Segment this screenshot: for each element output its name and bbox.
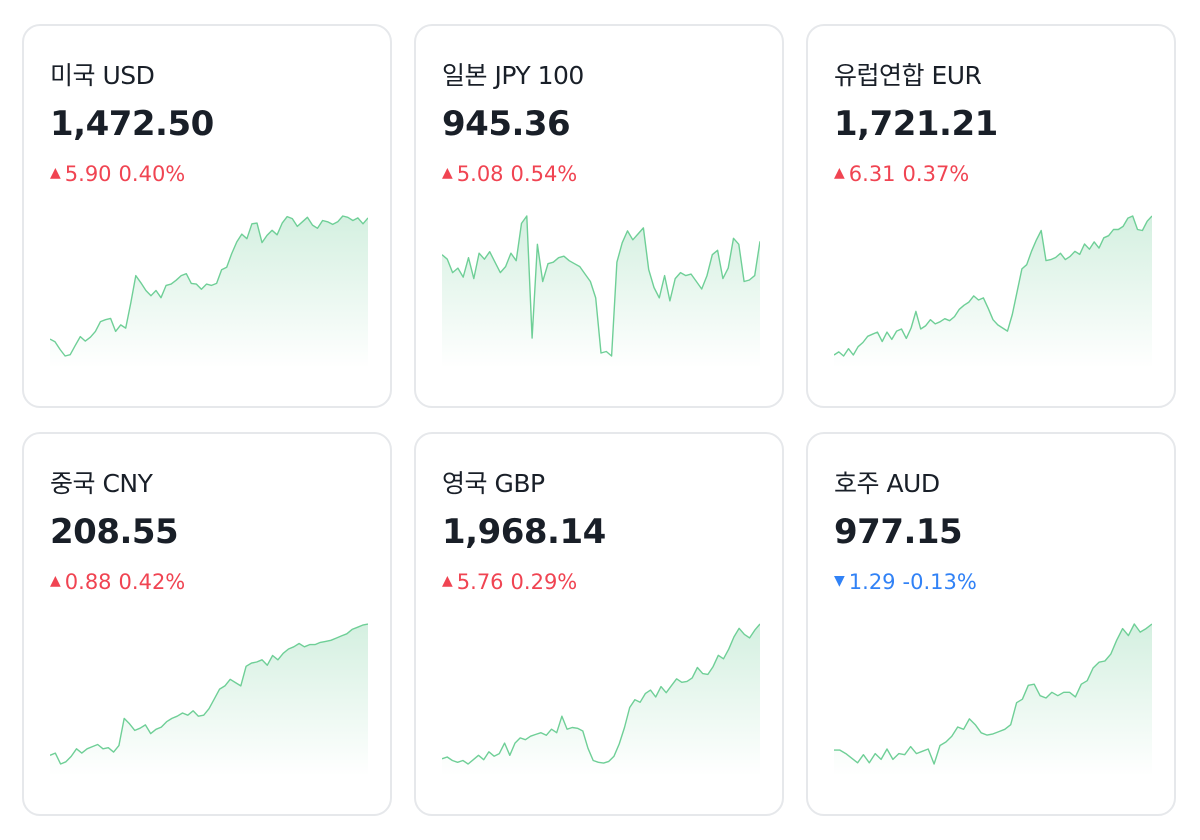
sparkline-area — [834, 216, 1152, 368]
change-amount: 5.76 — [456, 570, 504, 594]
sparkline-line — [834, 215, 1152, 357]
sparkline-chart — [50, 215, 368, 368]
change-percent: 0.54% — [510, 162, 578, 186]
currency-card-eur[interactable]: 유럽연합 EUR 1,721.21 ▲ 6.31 0.37% — [806, 24, 1176, 408]
trend-arrow-icon: ▼ — [834, 573, 845, 589]
exchange-rate: 1,472.50 — [50, 104, 214, 144]
currency-name: 중국 CNY — [50, 469, 153, 498]
currency-name: 미국 USD — [50, 61, 155, 90]
sparkline-area — [442, 624, 760, 776]
exchange-rate: 977.15 — [834, 512, 963, 552]
trend-arrow-icon: ▲ — [442, 165, 453, 181]
sparkline-area — [50, 624, 368, 776]
sparkline-line — [834, 623, 1152, 765]
sparkline-chart — [50, 623, 368, 776]
rate-change: ▲ 0.88 0.42% — [50, 570, 185, 594]
currency-card-cny[interactable]: 중국 CNY 208.55 ▲ 0.88 0.42% — [22, 432, 392, 816]
currency-card-jpy[interactable]: 일본 JPY 100 945.36 ▲ 5.08 0.54% — [414, 24, 784, 408]
currency-card-gbp[interactable]: 영국 GBP 1,968.14 ▲ 5.76 0.29% — [414, 432, 784, 816]
trend-arrow-icon: ▲ — [442, 573, 453, 589]
exchange-rate-grid: 미국 USD 1,472.50 ▲ 5.90 0.40% 일본 JPY 100 … — [22, 24, 1176, 816]
sparkline-area — [834, 624, 1152, 776]
rate-change: ▲ 6.31 0.37% — [834, 162, 969, 186]
currency-name: 일본 JPY 100 — [442, 61, 584, 90]
sparkline-line — [50, 623, 368, 765]
currency-name: 호주 AUD — [834, 469, 940, 498]
rate-change: ▼ 1.29 -0.13% — [834, 570, 977, 594]
exchange-rate: 945.36 — [442, 104, 571, 144]
rate-change: ▲ 5.08 0.54% — [442, 162, 577, 186]
change-percent: -0.13% — [902, 570, 977, 594]
change-percent: 0.42% — [118, 570, 186, 594]
sparkline-line — [442, 215, 760, 357]
sparkline-chart — [834, 623, 1152, 776]
exchange-rate: 1,721.21 — [834, 104, 998, 144]
change-amount: 5.90 — [64, 162, 112, 186]
sparkline-chart — [442, 215, 760, 368]
change-percent: 0.40% — [118, 162, 186, 186]
sparkline-line — [50, 215, 368, 357]
change-amount: 6.31 — [848, 162, 896, 186]
sparkline-chart — [834, 215, 1152, 368]
change-amount: 5.08 — [456, 162, 504, 186]
change-percent: 0.29% — [510, 570, 578, 594]
change-percent: 0.37% — [902, 162, 970, 186]
trend-arrow-icon: ▲ — [50, 165, 61, 181]
trend-arrow-icon: ▲ — [834, 165, 845, 181]
rate-change: ▲ 5.76 0.29% — [442, 570, 577, 594]
exchange-rate: 1,968.14 — [442, 512, 606, 552]
currency-card-aud[interactable]: 호주 AUD 977.15 ▼ 1.29 -0.13% — [806, 432, 1176, 816]
rate-change: ▲ 5.90 0.40% — [50, 162, 185, 186]
currency-name: 영국 GBP — [442, 469, 545, 498]
currency-card-usd[interactable]: 미국 USD 1,472.50 ▲ 5.90 0.40% — [22, 24, 392, 408]
sparkline-area — [50, 216, 368, 368]
currency-name: 유럽연합 EUR — [834, 61, 982, 90]
sparkline-chart — [442, 623, 760, 776]
trend-arrow-icon: ▲ — [50, 573, 61, 589]
change-amount: 1.29 — [848, 570, 896, 594]
change-amount: 0.88 — [64, 570, 112, 594]
sparkline-line — [442, 623, 760, 765]
exchange-rate: 208.55 — [50, 512, 179, 552]
sparkline-area — [442, 216, 760, 368]
